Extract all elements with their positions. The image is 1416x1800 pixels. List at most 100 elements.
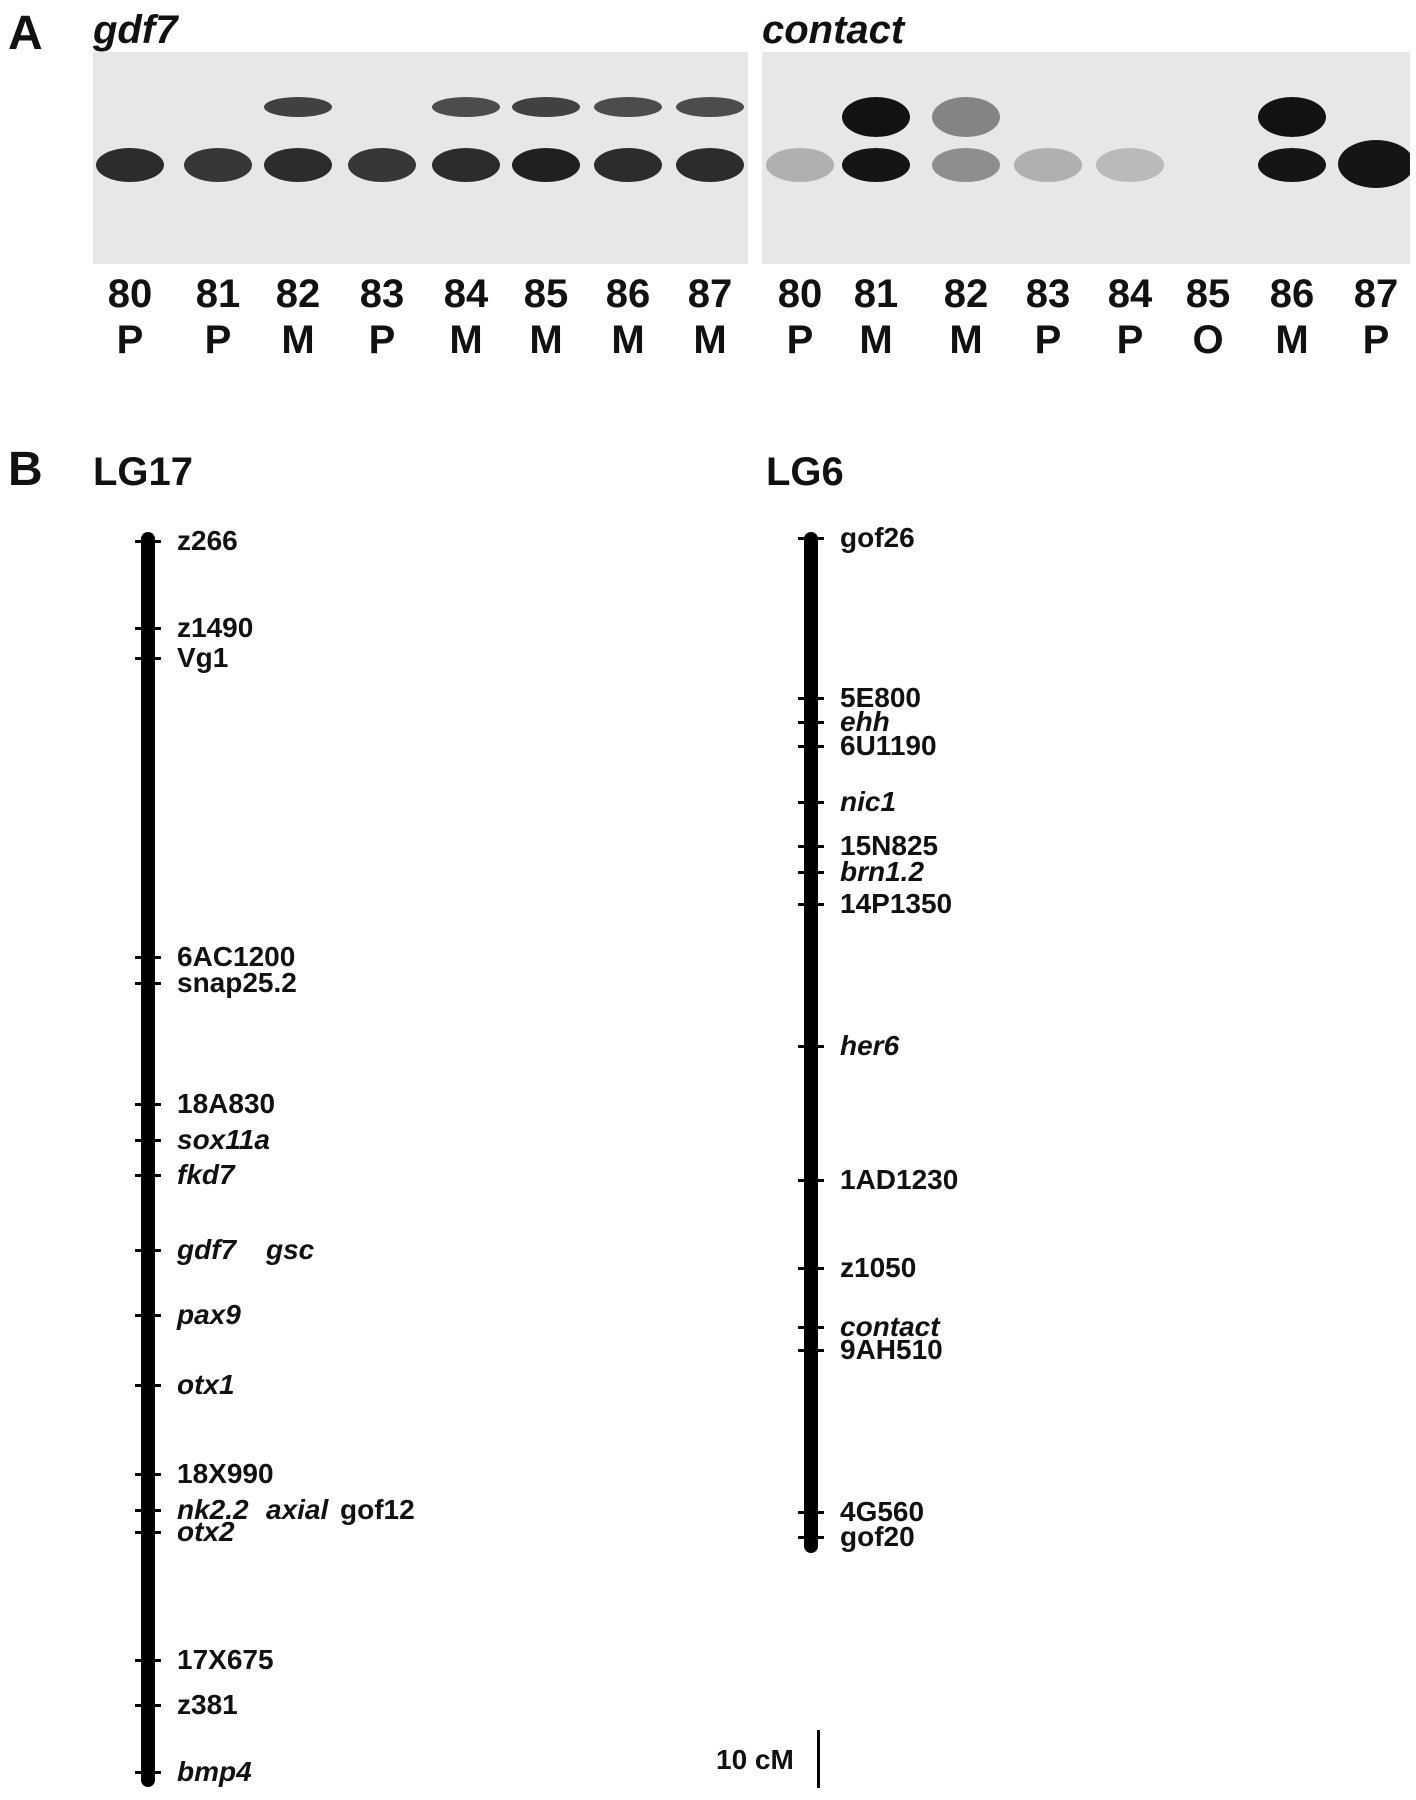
- marker-tick: [798, 1511, 824, 1514]
- lane-genotype: P: [786, 318, 814, 362]
- marker-tick: [135, 956, 161, 959]
- marker-tick: [135, 1249, 161, 1252]
- gel-band-lower: [676, 148, 744, 182]
- gel-band-upper: [594, 97, 662, 117]
- gel-band-lower: [766, 148, 834, 182]
- marker-tick: [135, 1659, 161, 1662]
- gdf7-gel-title: gdf7: [93, 8, 178, 52]
- marker-label: otx1: [177, 1369, 235, 1400]
- marker-tick: [135, 1139, 161, 1142]
- lane-genotype: O: [1192, 318, 1224, 362]
- marker-label: otx2: [177, 1516, 235, 1547]
- marker-tick: [798, 1045, 824, 1048]
- gel-band-upper: [932, 97, 1000, 137]
- lane-genotype: M: [949, 318, 983, 362]
- marker-tick: [798, 845, 824, 848]
- marker-label: z1490: [177, 612, 254, 643]
- marker-tick: [798, 1267, 824, 1270]
- lg6-chromosome: [804, 532, 818, 1553]
- marker-label: gof12: [340, 1494, 415, 1525]
- gel-band-lower: [842, 148, 910, 182]
- marker-label: nk2.2: [177, 1494, 249, 1525]
- gel-band-upper: [842, 97, 910, 137]
- marker-label: 18X990: [177, 1458, 274, 1489]
- marker-label: 17X675: [177, 1644, 274, 1675]
- lane-genotype: P: [368, 318, 396, 362]
- lane-number: 82: [275, 272, 321, 316]
- marker-label: pax9: [177, 1299, 241, 1330]
- marker-tick: [798, 871, 824, 874]
- scale-bar: [817, 1730, 820, 1788]
- marker-label: gsc: [266, 1234, 315, 1265]
- contact-gel-title: contact: [762, 8, 905, 52]
- lane-genotype: M: [529, 318, 563, 362]
- marker-label: fkd7: [177, 1159, 235, 1190]
- lg6-title: LG6: [766, 450, 844, 494]
- contact-gel-image: [762, 52, 1410, 264]
- marker-label: z381: [177, 1689, 238, 1720]
- marker-tick: [135, 1771, 161, 1774]
- marker-label: gdf7: [177, 1234, 237, 1265]
- marker-tick: [135, 540, 161, 543]
- lane-genotype: P: [1116, 318, 1144, 362]
- marker-label: ehh: [840, 706, 890, 737]
- marker-tick: [798, 697, 824, 700]
- marker-label: 5E800: [840, 682, 921, 713]
- lane-number: 82: [943, 272, 989, 316]
- marker-tick: [135, 1384, 161, 1387]
- lane-genotype: M: [449, 318, 483, 362]
- lane-number: 84: [443, 272, 489, 316]
- marker-tick: [798, 903, 824, 906]
- marker-label: 6U1190: [840, 730, 937, 761]
- marker-tick: [135, 627, 161, 630]
- lane-number: 81: [853, 272, 899, 316]
- lane-number: 80: [777, 272, 823, 316]
- panel-a-letter: A: [8, 7, 43, 60]
- marker-label: 9AH510: [840, 1334, 943, 1365]
- lane-number: 83: [1025, 272, 1071, 316]
- gel-band-lower: [184, 148, 252, 182]
- marker-label: Vg1: [177, 642, 229, 673]
- lane-number: 81: [195, 272, 241, 316]
- marker-tick: [135, 1473, 161, 1476]
- gel-band-lower: [512, 148, 580, 182]
- marker-tick: [798, 1349, 824, 1352]
- marker-label: z1050: [840, 1252, 917, 1283]
- marker-tick: [135, 1314, 161, 1317]
- marker-label: gof26: [840, 522, 915, 553]
- marker-tick: [798, 1536, 824, 1539]
- marker-tick: [135, 1103, 161, 1106]
- marker-label: nic1: [840, 786, 897, 817]
- marker-label: 15N825: [840, 830, 939, 861]
- lane-genotype: P: [1034, 318, 1062, 362]
- lane-number: 85: [523, 272, 569, 316]
- lane-number: 84: [1107, 272, 1153, 316]
- lane-number: 80: [107, 272, 153, 316]
- marker-tick: [135, 657, 161, 660]
- gel-band-upper: [512, 97, 580, 117]
- scale-bar-label: 10 cM: [716, 1744, 794, 1775]
- marker-tick: [798, 1326, 824, 1329]
- marker-tick: [798, 721, 824, 724]
- marker-label: 4G560: [840, 1496, 925, 1527]
- marker-tick: [798, 1179, 824, 1182]
- marker-label: her6: [840, 1030, 900, 1061]
- lane-number: 87: [1353, 272, 1399, 316]
- gel-band-upper: [676, 97, 744, 117]
- panel-b-letter: B: [8, 443, 43, 496]
- gel-band-upper: [432, 97, 500, 117]
- marker-label: brn1.2: [840, 856, 925, 887]
- gel-band-lower: [1258, 148, 1326, 182]
- lane-genotype: M: [859, 318, 893, 362]
- lane-genotype: P: [204, 318, 232, 362]
- gel-band-lower: [96, 148, 164, 182]
- lg17-title: LG17: [93, 450, 194, 494]
- marker-label: z266: [177, 525, 238, 556]
- lane-number: 85: [1185, 272, 1231, 316]
- marker-label: 1AD1230: [840, 1164, 959, 1195]
- lane-genotype: P: [1362, 318, 1390, 362]
- gel-band-lower: [1338, 140, 1410, 188]
- lane-genotype: P: [116, 318, 144, 362]
- marker-label: sox11a: [177, 1124, 270, 1155]
- lane-number: 83: [359, 272, 405, 316]
